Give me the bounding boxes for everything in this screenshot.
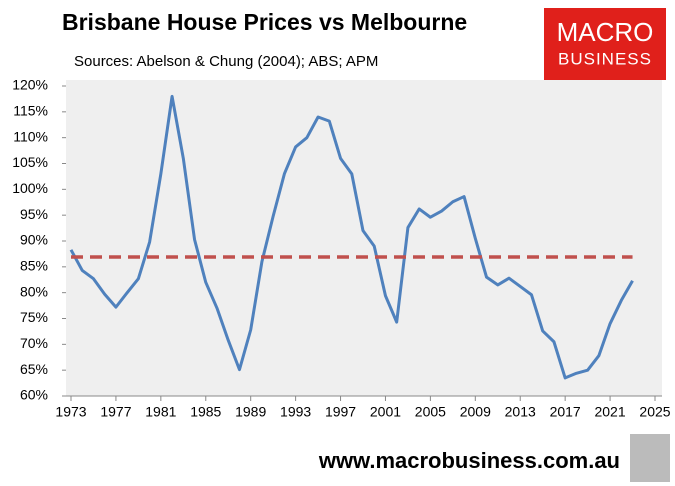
chart-title: Brisbane House Prices vs Melbourne (62, 9, 467, 35)
footer-url: www.macrobusiness.com.au (318, 448, 620, 473)
x-tick-label: 1993 (280, 404, 311, 420)
logo-line1: MACRO (557, 17, 654, 47)
y-tick-label: 110% (13, 128, 48, 144)
series-line (69, 94, 634, 380)
y-tick-label: 90% (20, 232, 48, 248)
y-tick-label: 70% (20, 335, 48, 351)
x-tick-label: 2017 (550, 404, 581, 420)
y-tick-label: 105% (12, 154, 48, 170)
x-tick-label: 2025 (639, 404, 670, 420)
y-tick-label: 100% (12, 180, 48, 196)
x-tick-label: 2021 (594, 404, 625, 420)
x-tick-label: 1989 (235, 404, 266, 420)
x-tick-label: 1985 (190, 404, 221, 420)
x-tick-label: 1997 (325, 404, 356, 420)
y-tick-label: 75% (20, 309, 48, 325)
y-tick-label: 65% (20, 361, 48, 377)
x-tick-label: 2001 (370, 404, 401, 420)
x-tick-label: 2009 (460, 404, 491, 420)
chart-subtitle: Sources: Abelson & Chung (2004); ABS; AP… (74, 53, 378, 70)
logo-line2: BUSINESS (558, 49, 652, 68)
logo-wolf (630, 434, 670, 482)
plot-area (66, 80, 662, 396)
y-tick-label: 60% (20, 387, 48, 403)
y-tick-label: 95% (20, 206, 48, 222)
y-tick-label: 80% (20, 283, 48, 299)
y-tick-label: 120% (12, 77, 48, 93)
x-tick-label: 1977 (100, 404, 131, 420)
x-tick-label: 2013 (505, 404, 536, 420)
logo-box (544, 8, 666, 80)
y-tick-label: 115% (13, 103, 48, 119)
y-tick-label: 85% (20, 258, 48, 274)
x-tick-label: 2005 (415, 404, 446, 420)
x-tick-label: 1973 (55, 404, 86, 420)
x-tick-label: 1981 (145, 404, 176, 420)
